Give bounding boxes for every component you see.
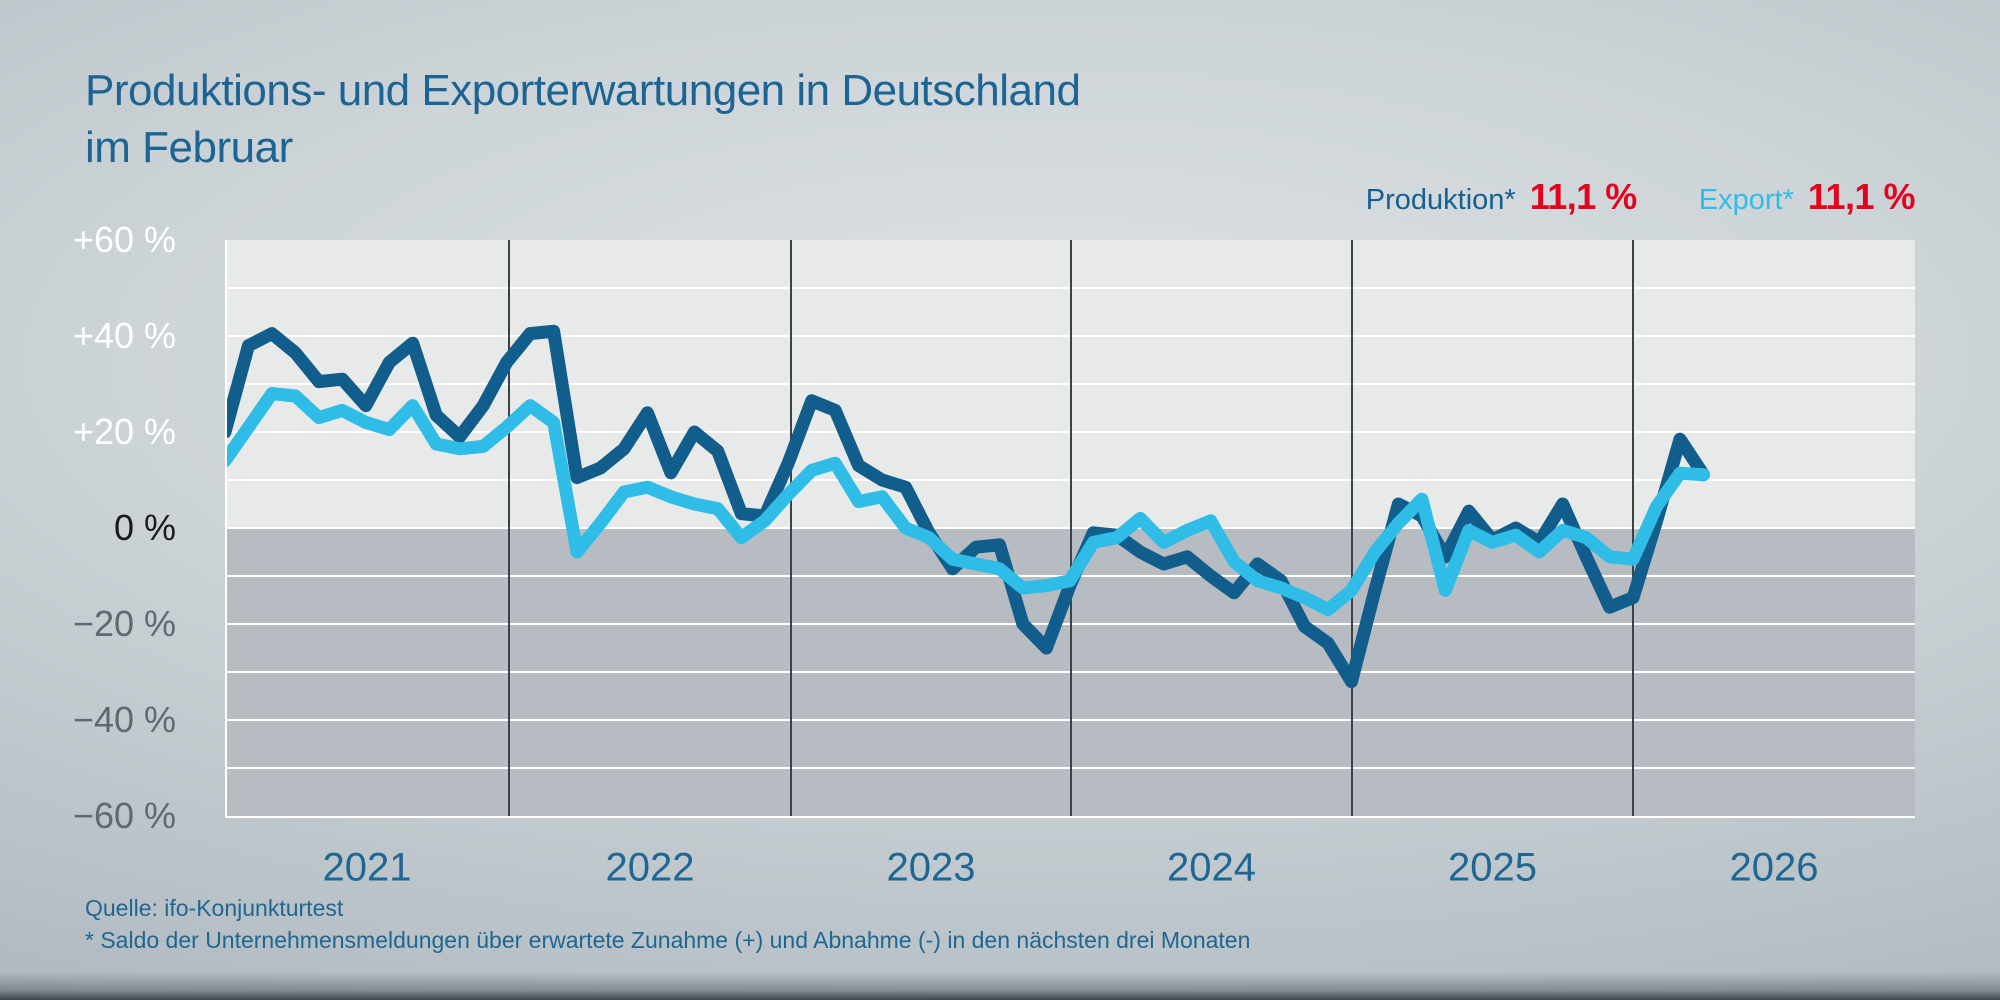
year-gridline-1 (508, 240, 510, 816)
legend-item-export: Export* 11,1 % (1698, 176, 1916, 218)
footer: Quelle: ifo-Konjunkturtest * Saldo der U… (85, 892, 1250, 956)
year-gridline-2 (790, 240, 792, 816)
export-line (225, 387, 1710, 617)
plot-area (225, 240, 1915, 818)
y-axis-label--40: −40 % (72, 699, 176, 740)
legend-value-produktion: 11,1 % (1529, 176, 1638, 217)
production-line (225, 324, 1710, 689)
chart-legend: Produktion* 11,1 % Export* 11,1 % (1365, 176, 1916, 218)
page-title: Produktions- und Exporterwartungen in De… (85, 62, 1081, 176)
x-axis-labels: 2021 2022 2023 2024 2025 2026 (225, 840, 1915, 900)
y-axis-label-40: +40 % (72, 315, 176, 356)
legend-item-produktion: Produktion* 11,1 % (1365, 176, 1638, 218)
x-axis-year-label-2021: 2021 (322, 845, 412, 890)
plot-bottom-border (225, 816, 1915, 818)
y-axis-label-0: 0 % (113, 507, 176, 548)
page-title-line1: Produktions- und Exporterwartungen in De… (85, 66, 1081, 115)
y-axis-labels: +60 % +40 % +20 % 0 % −20 % −40 % −60 % (0, 0, 176, 1000)
legend-label-produktion: Produktion* (1365, 184, 1516, 216)
x-axis-year-label-2023: 2023 (886, 845, 976, 890)
legend-label-export: Export* (1698, 184, 1794, 216)
year-gridline-5 (1632, 240, 1634, 816)
y-axis-label-20: +20 % (72, 411, 176, 452)
x-axis-year-label-2025: 2025 (1448, 845, 1537, 890)
bottom-edge-shadow (0, 972, 2000, 1000)
y-axis-label-60: +60 % (72, 219, 176, 260)
year-gridline-3 (1070, 240, 1072, 816)
x-axis-year-label-2024: 2024 (1167, 845, 1256, 890)
line-chart (225, 324, 1710, 689)
y-axis-label--20: −20 % (72, 603, 176, 644)
legend-value-export: 11,1 % (1807, 176, 1916, 217)
plot-left-border (225, 240, 227, 816)
y-axis-label--60: −60 % (72, 795, 176, 836)
x-axis-year-label-2026: 2026 (1729, 845, 1819, 890)
page-title-line2: im Februar (85, 123, 293, 172)
year-gridline-4 (1351, 240, 1353, 816)
x-axis-year-label-2022: 2022 (605, 845, 695, 890)
source-note: Quelle: ifo-Konjunkturtest (85, 895, 344, 921)
footnote: * Saldo der Unternehmensmeldungen über e… (85, 927, 1251, 953)
